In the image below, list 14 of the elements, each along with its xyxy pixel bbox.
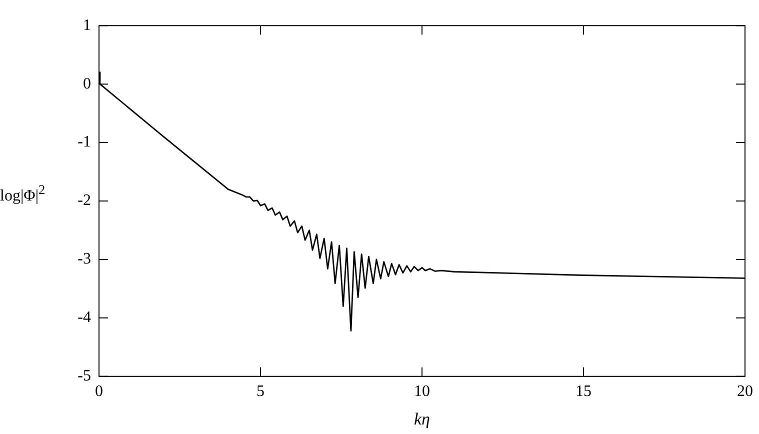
y-tick-label: 1 [83, 16, 91, 34]
x-tick-label: 10 [414, 383, 430, 400]
y-tick-label: -5 [78, 368, 91, 385]
y-axis-title: log|Φ|$^{2}$ [0, 181, 46, 206]
x-tick-label: 0 [95, 383, 103, 400]
y-tick-label: -2 [78, 192, 91, 210]
y-tick-label: -1 [78, 134, 91, 151]
x-tick-label: 20 [737, 383, 753, 400]
x-axis-title: kη [414, 409, 430, 428]
y-tick-label: 0 [83, 75, 91, 92]
x-tick-label: 15 [576, 383, 592, 400]
y-tick-label: -3 [78, 250, 91, 268]
x-tick-label: 5 [256, 383, 264, 400]
y-tick-label: -4 [78, 309, 91, 326]
